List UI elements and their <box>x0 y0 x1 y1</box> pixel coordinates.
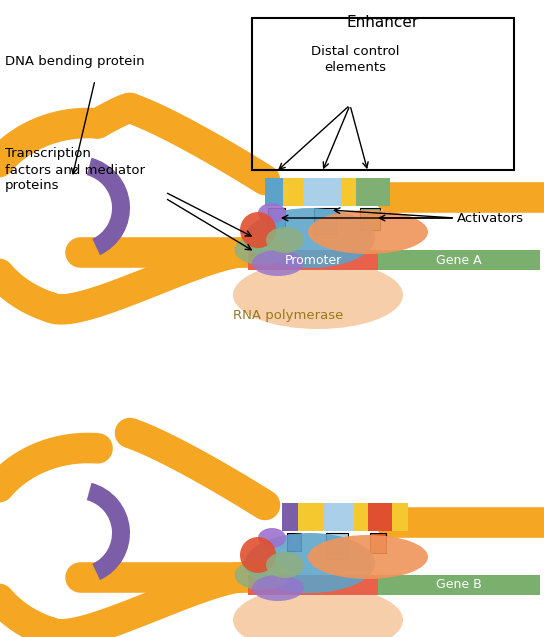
Bar <box>252 18 514 170</box>
Bar <box>248 250 378 270</box>
Ellipse shape <box>308 535 428 579</box>
Bar <box>314 208 336 234</box>
Ellipse shape <box>234 235 289 265</box>
Circle shape <box>240 537 276 573</box>
Bar <box>268 208 285 228</box>
Bar <box>283 178 303 206</box>
Ellipse shape <box>258 203 286 223</box>
Bar <box>303 178 341 206</box>
Bar <box>341 178 356 206</box>
Text: Activators: Activators <box>457 211 524 224</box>
Bar <box>378 575 540 595</box>
Ellipse shape <box>234 560 289 590</box>
Wedge shape <box>87 158 130 255</box>
Bar <box>265 178 283 206</box>
Text: Promoter: Promoter <box>285 254 342 266</box>
Bar <box>326 533 348 559</box>
Text: Gene A: Gene A <box>436 254 482 266</box>
Bar <box>354 503 368 531</box>
Bar <box>368 503 392 531</box>
Bar <box>324 503 354 531</box>
Bar <box>248 575 378 595</box>
Text: RNA polymerase: RNA polymerase <box>233 308 343 322</box>
Bar <box>360 208 380 230</box>
Bar <box>298 503 324 531</box>
Ellipse shape <box>252 575 304 601</box>
Bar <box>356 178 390 206</box>
Ellipse shape <box>258 528 286 548</box>
Wedge shape <box>87 483 130 580</box>
Text: DNA bending protein: DNA bending protein <box>5 55 145 69</box>
Text: Gene B: Gene B <box>436 578 482 592</box>
Bar <box>378 250 540 270</box>
Ellipse shape <box>233 261 403 329</box>
Ellipse shape <box>266 552 304 578</box>
Ellipse shape <box>245 208 375 268</box>
Circle shape <box>240 212 276 248</box>
Bar <box>282 503 298 531</box>
Ellipse shape <box>252 250 304 276</box>
Ellipse shape <box>266 227 304 253</box>
Text: Distal control
elements: Distal control elements <box>311 45 399 74</box>
Bar <box>392 503 408 531</box>
Ellipse shape <box>245 533 375 593</box>
Ellipse shape <box>233 586 403 637</box>
Text: Enhancer: Enhancer <box>347 15 419 30</box>
Ellipse shape <box>308 210 428 254</box>
Text: Transcription
factors and mediator
proteins: Transcription factors and mediator prote… <box>5 148 145 192</box>
Bar <box>370 533 386 553</box>
Bar <box>287 533 301 551</box>
